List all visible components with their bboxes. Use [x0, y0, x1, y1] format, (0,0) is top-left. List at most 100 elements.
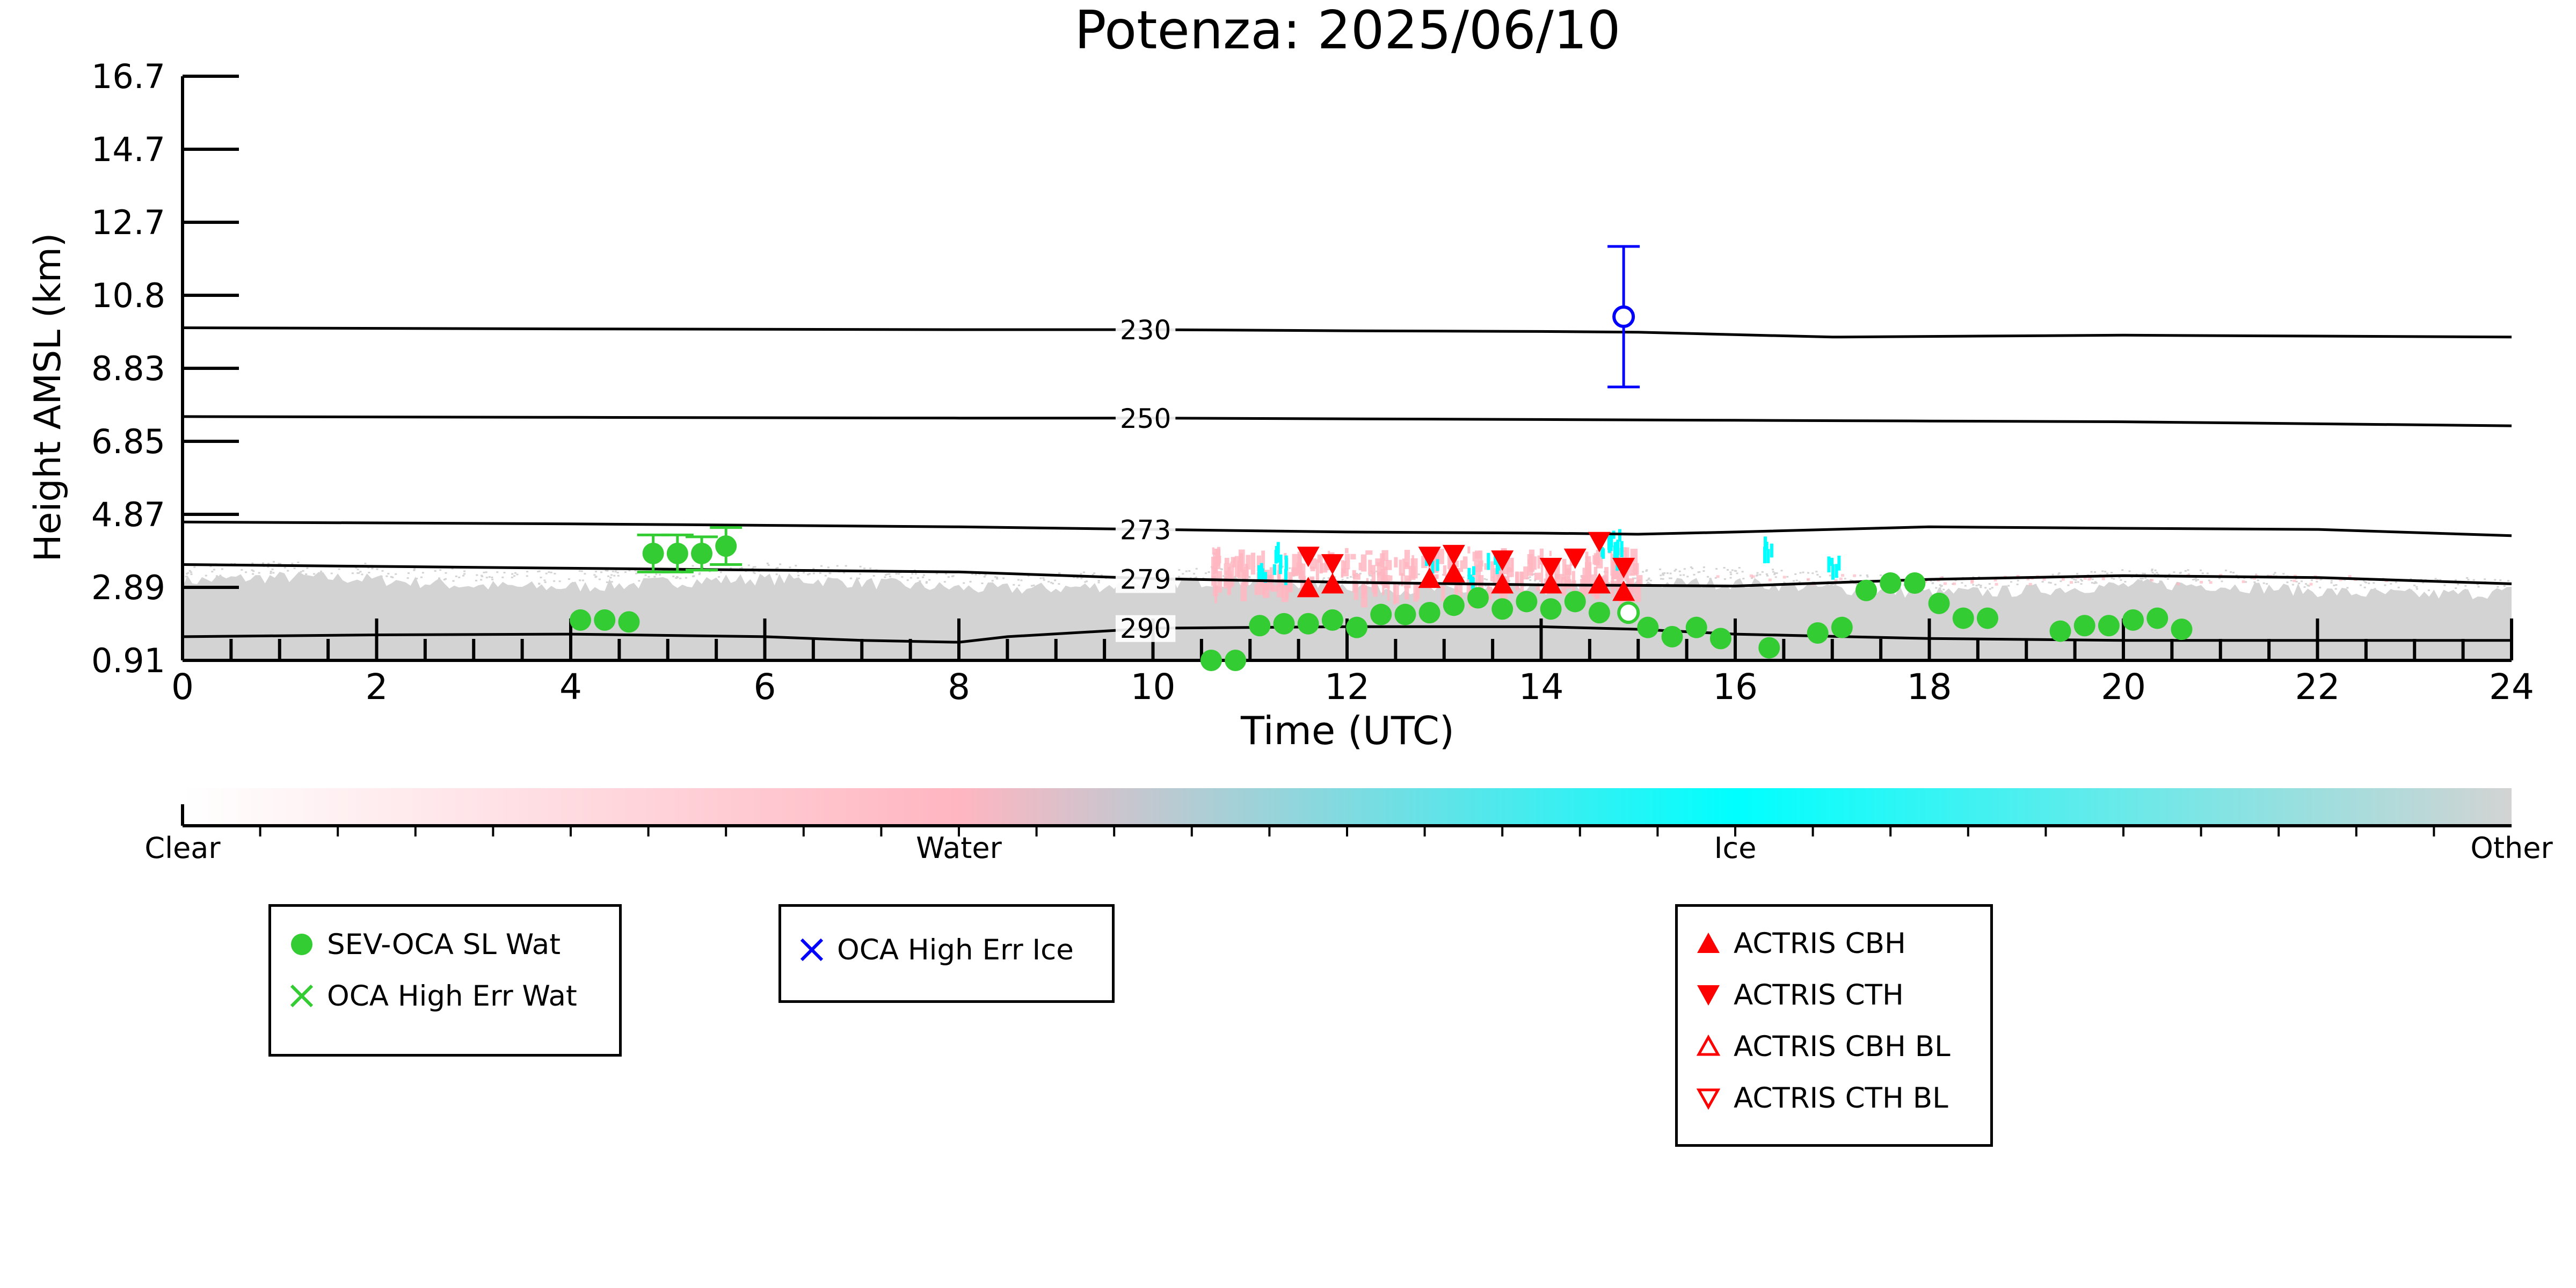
other-speckle: [1859, 574, 1862, 577]
other-speckle: [2455, 587, 2457, 589]
other-speckle: [945, 573, 948, 575]
other-speckle: [2368, 583, 2370, 584]
water-cloud: [1404, 585, 1409, 600]
other-speckle: [580, 570, 583, 572]
red-triangle-up-icon: [1690, 925, 1727, 962]
water-cloud: [1350, 554, 1356, 559]
water-cloud: [1270, 585, 1278, 592]
other-speckle: [452, 580, 455, 582]
other-speckle: [554, 573, 556, 574]
water-cloud: [1447, 551, 1453, 569]
other-speckle: [451, 567, 454, 570]
y-tick-label: 16.7: [91, 57, 165, 96]
ice-cloud: [1770, 543, 1773, 558]
other-speckle: [859, 565, 862, 567]
other-speckle: [1662, 574, 1665, 576]
other-speckle: [1940, 585, 1943, 587]
colorbar: Clear Water Ice Other: [144, 788, 2553, 865]
other-speckle: [1483, 578, 1486, 580]
other-speckle: [481, 576, 484, 578]
other-speckle: [719, 571, 722, 573]
other-speckle: [1043, 579, 1045, 581]
ice-cloud: [1831, 564, 1835, 580]
other-speckle: [234, 563, 236, 565]
other-speckle: [1866, 576, 1869, 578]
other-speckle: [1341, 579, 1344, 581]
other-speckle: [356, 569, 359, 571]
other-speckle: [1047, 580, 1050, 583]
actris-cth-point: [1539, 557, 1562, 578]
other-speckle: [2374, 588, 2376, 590]
other-speckle: [1954, 579, 1957, 581]
other-speckle: [1766, 574, 1769, 577]
other-speckle: [2316, 580, 2318, 583]
colorbar-label: Ice: [1714, 831, 1757, 865]
water-cloud: [1217, 571, 1222, 593]
other-speckle: [501, 576, 504, 578]
other-speckle: [983, 576, 986, 578]
other-speckle: [803, 572, 805, 573]
other-speckle: [1738, 567, 1741, 569]
other-speckle: [2153, 573, 2156, 575]
other-speckle: [359, 571, 362, 573]
other-speckle: [2415, 586, 2418, 588]
water-cloud: [2253, 577, 2257, 580]
other-speckle: [1851, 579, 1854, 581]
other-speckle: [655, 573, 658, 576]
other-speckle: [692, 565, 694, 567]
water-cloud: [2176, 583, 2180, 585]
ice-cloud: [1764, 536, 1767, 547]
other-speckle: [1185, 570, 1188, 572]
other-speckle: [1646, 579, 1648, 581]
other-speckle: [916, 577, 919, 579]
other-speckle: [1485, 585, 1487, 587]
other-speckle: [1080, 573, 1082, 575]
water-cloud: [2087, 578, 2091, 581]
other-speckle: [647, 576, 650, 578]
other-speckle: [1369, 574, 1371, 577]
water-cloud: [1385, 560, 1392, 570]
other-speckle: [1939, 587, 1941, 590]
other-speckle: [2243, 577, 2246, 579]
other-speckle: [1988, 583, 1991, 585]
water-cloud: [1393, 582, 1396, 605]
other-speckle: [1645, 570, 1648, 572]
other-speckle: [2124, 581, 2127, 583]
other-speckle: [1844, 578, 1846, 580]
water-cloud: [1593, 566, 1598, 575]
other-speckle: [747, 564, 750, 566]
other-speckle: [767, 564, 770, 566]
other-speckle: [1693, 573, 1695, 576]
other-speckle: [1961, 582, 1963, 584]
other-speckle: [829, 572, 832, 574]
other-speckle: [753, 572, 756, 574]
other-speckle: [926, 581, 928, 583]
other-speckle: [923, 574, 925, 576]
other-speckle: [947, 576, 950, 578]
other-speckle: [1850, 579, 1852, 581]
y-tick-label: 14.7: [91, 130, 165, 169]
other-speckle: [1935, 587, 1938, 589]
water-cloud: [1716, 575, 1720, 578]
other-speckle: [610, 574, 613, 576]
other-speckle: [463, 570, 466, 572]
water-cloud: [1539, 548, 1544, 565]
other-speckle: [1462, 577, 1465, 578]
other-speckle: [1398, 584, 1400, 586]
other-speckle: [2363, 580, 2365, 582]
other-speckle: [775, 567, 778, 569]
water-cloud: [1484, 563, 1487, 570]
other-speckle: [2344, 579, 2346, 581]
other-speckle: [2291, 584, 2294, 586]
water-cloud: [2070, 581, 2073, 584]
other-speckle: [380, 576, 383, 578]
other-speckle: [186, 573, 188, 575]
water-cloud: [1462, 556, 1468, 569]
other-speckle: [2058, 572, 2061, 574]
water-cloud: [1214, 581, 1217, 603]
other-speckle: [2390, 583, 2392, 585]
other-speckle: [1755, 574, 1758, 577]
ice-cloud: [1837, 556, 1841, 571]
water-cloud: [1411, 555, 1414, 577]
